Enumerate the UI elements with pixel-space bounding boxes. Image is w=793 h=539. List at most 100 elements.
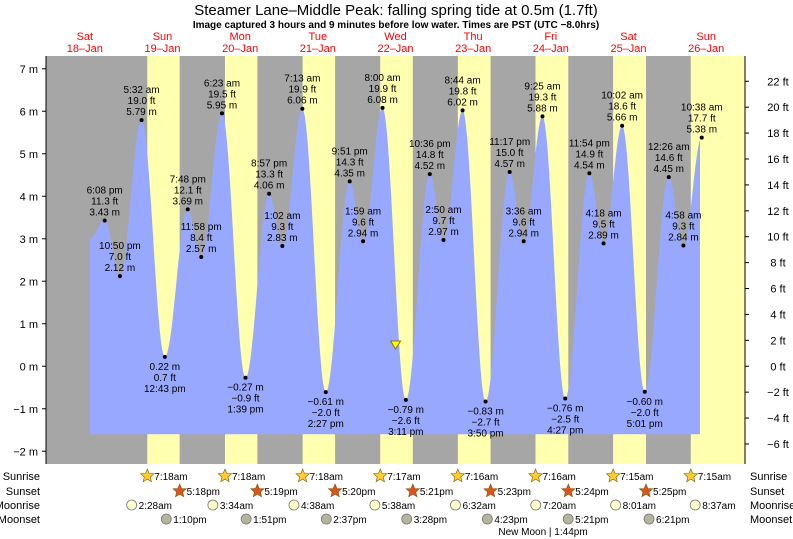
tide-point	[540, 114, 545, 119]
tide-label: 3:11 pm	[388, 427, 423, 438]
new-moon-label: New Moon | 1:44pm	[498, 527, 587, 538]
moonset-time: 2:37pm	[333, 515, 366, 526]
tide-label: −0.9 ft	[231, 394, 259, 405]
y-tick-label-m: −2 m	[13, 446, 38, 458]
tide-label: 2.84 m	[668, 233, 699, 244]
y-tick-label-ft: 0 ft	[770, 361, 785, 373]
y-tick-label-m: 3 m	[20, 234, 38, 246]
sunrise-icon	[372, 468, 388, 483]
sunrise-time: 7:17am	[387, 472, 420, 483]
tide-label: 7:48 pm	[170, 174, 206, 185]
date-label: 25–Jan	[610, 43, 646, 55]
moonset-icon	[160, 513, 172, 525]
tide-label: 4:58 am	[665, 211, 701, 222]
sunrise-icon	[450, 468, 466, 483]
tide-label: 12.1 ft	[174, 185, 202, 196]
chart-subtitle: Image captured 3 hours and 9 minutes bef…	[193, 20, 599, 31]
tide-label: 5.95 m	[207, 100, 238, 111]
tide-label: 12:26 am	[648, 142, 690, 153]
sunrise-icon	[295, 468, 311, 483]
sunrise-icon	[605, 468, 621, 483]
tide-label: 6.02 m	[447, 97, 478, 108]
tide-point	[699, 135, 704, 140]
tide-point	[380, 105, 385, 110]
tide-label: −2.5 ft	[551, 415, 579, 426]
sunset-time: 5:18pm	[187, 487, 220, 498]
tide-label: 19.0 ft	[128, 96, 156, 107]
tide-point	[460, 108, 465, 113]
row-label-left: Moonrise	[0, 500, 40, 512]
moonrise-icon	[369, 499, 381, 511]
tide-label: 2.94 m	[508, 228, 539, 239]
sunset-time: 5:24pm	[575, 487, 608, 498]
tide-label: 19.9 ft	[369, 84, 397, 95]
y-tick-label-ft: 20 ft	[767, 102, 788, 114]
sunrise-icon	[139, 468, 155, 483]
tide-label: 8:00 am	[364, 73, 400, 84]
moonrise-time: 8:01am	[623, 501, 656, 512]
tide-label: 4:27 pm	[547, 426, 583, 437]
row-label-right: Sunrise	[750, 471, 787, 483]
tide-label: 11:58 pm	[181, 222, 222, 233]
tide-point	[521, 239, 526, 244]
tide-point	[102, 218, 107, 223]
tide-label: 8:44 am	[445, 75, 481, 86]
tide-point	[666, 175, 671, 180]
tide-point	[162, 354, 167, 359]
tide-label: 19.8 ft	[449, 86, 477, 97]
sunrise-time: 7:18am	[232, 472, 265, 483]
tide-point	[620, 123, 625, 128]
sunrise-icon	[528, 468, 543, 483]
tide-label: 5.88 m	[527, 103, 558, 114]
row-label-left: Sunset	[6, 486, 40, 498]
tide-label: 2:50 am	[425, 205, 461, 216]
tide-point	[199, 255, 204, 260]
tide-label: 13.3 ft	[255, 170, 283, 181]
sunset-icon	[560, 483, 576, 498]
tide-point	[185, 207, 190, 212]
tide-label: 7:13 am	[284, 74, 320, 85]
tide-label: −0.83 m	[467, 407, 503, 418]
tide-label: 5:01 pm	[627, 419, 663, 430]
y-tick-label-ft: 18 ft	[767, 128, 788, 140]
tide-label: 14.8 ft	[416, 150, 444, 161]
tide-label: −2.0 ft	[631, 408, 659, 419]
tide-label: 2.83 m	[267, 233, 298, 244]
tide-point	[681, 243, 686, 248]
tide-label: 18.6 ft	[608, 102, 636, 113]
date-label: 19–Jan	[144, 43, 180, 55]
row-label-left: Moonset	[0, 514, 40, 526]
tide-label: 4:18 am	[586, 208, 622, 219]
tide-label: 5.38 m	[686, 125, 717, 136]
tide-label: 3:36 am	[506, 206, 542, 217]
day-label: Tue	[309, 31, 328, 43]
tide-point	[361, 239, 366, 244]
y-tick-label-m: 4 m	[20, 191, 38, 203]
row-label-right: Sunset	[750, 486, 784, 498]
sunset-time: 5:20pm	[342, 487, 375, 498]
moonrise-icon	[207, 499, 219, 511]
tide-label: 2.94 m	[348, 228, 379, 239]
tide-label: 10:38 am	[681, 103, 723, 114]
date-label: 22–Jan	[377, 43, 413, 55]
tide-point	[587, 171, 592, 176]
tide-label: 10:36 pm	[409, 139, 451, 150]
tide-point	[483, 399, 488, 404]
date-label: 24–Jan	[533, 43, 569, 55]
moonrise-icon	[126, 499, 138, 511]
tide-label: 9.3 ft	[672, 222, 694, 233]
day-label: Thu	[464, 31, 483, 43]
moonrise-icon	[450, 499, 461, 511]
tide-label: −2.6 ft	[392, 416, 420, 427]
sunrise-time: 7:18am	[310, 472, 343, 483]
tide-label: 1:39 pm	[227, 405, 263, 416]
tide-point	[347, 179, 352, 184]
tide-label: −0.76 m	[547, 404, 583, 415]
moonrise-icon	[689, 499, 701, 511]
tide-label: 1:02 am	[264, 211, 300, 222]
sunrise-time: 7:15am	[620, 472, 653, 483]
tide-point	[139, 118, 144, 123]
tide-label: 19.3 ft	[529, 92, 557, 103]
moonset-time: 1:51pm	[253, 515, 286, 526]
